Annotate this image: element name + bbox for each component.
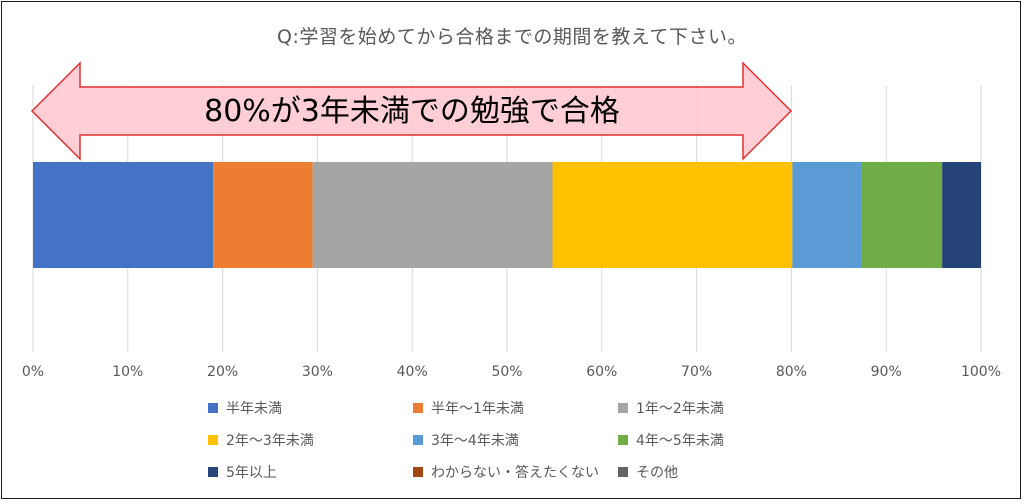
bar-segment	[942, 162, 981, 268]
legend-label: 3年〜4年未満	[431, 433, 519, 449]
legend-swatch	[618, 403, 628, 413]
x-tick-label: 90%	[871, 364, 902, 380]
legend-item: 4年〜5年未満	[618, 430, 724, 450]
bar-segment	[792, 162, 862, 268]
legend-swatch	[618, 435, 628, 445]
x-tick-label: 40%	[397, 364, 428, 380]
x-tick-label: 10%	[112, 364, 143, 380]
legend-swatch	[208, 467, 218, 477]
chart-title: Q:学習を始めてから合格までの期間を教えて下さい。	[277, 26, 747, 48]
legend-item: 半年未満	[208, 398, 282, 418]
x-tick-label: 20%	[207, 364, 238, 380]
x-tick-label: 50%	[491, 364, 522, 380]
bar-segment	[552, 162, 793, 268]
legend-label: 1年〜2年未満	[636, 401, 724, 417]
legend-label: 5年以上	[226, 465, 277, 481]
double-arrow-shape	[30, 61, 793, 161]
legend-item: 半年〜1年未満	[413, 398, 524, 418]
bar-segment	[861, 162, 943, 268]
legend-swatch	[208, 435, 218, 445]
legend-item: 1年〜2年未満	[618, 398, 724, 418]
x-axis-ticks: 0% 10% 20% 30% 40% 50% 60% 70% 80% 90% 100%	[22, 364, 1001, 380]
legend-item: 3年〜4年未満	[413, 430, 519, 450]
legend-swatch	[208, 403, 218, 413]
legend-label: その他	[636, 465, 678, 481]
legend-item: 5年以上	[208, 462, 277, 482]
legend-label: 2年〜3年未満	[226, 433, 314, 449]
x-tick-label: 80%	[776, 364, 807, 380]
legend-item: 2年〜3年未満	[208, 430, 314, 450]
annotation-arrow: 80%が3年未満での勉強で合格	[30, 61, 793, 161]
bar-segment	[213, 162, 313, 268]
annotation-text: 80%が3年未満での勉強で合格	[204, 94, 620, 129]
x-tick-label: 30%	[302, 364, 333, 380]
legend-label: 半年未満	[226, 401, 282, 417]
legend-item: わからない・答えたくない	[413, 462, 599, 482]
x-tick-label: 100%	[961, 364, 1001, 380]
x-tick-label: 0%	[22, 364, 44, 380]
x-tick-label: 70%	[681, 364, 712, 380]
bar-segment	[312, 162, 553, 268]
legend-label: 半年〜1年未満	[431, 401, 524, 417]
bar-segment	[33, 162, 214, 268]
x-tick-label: 60%	[586, 364, 617, 380]
legend-label: わからない・答えたくない	[431, 465, 599, 481]
legend-swatch	[413, 435, 423, 445]
legend-swatch	[413, 467, 423, 477]
legend-swatch	[413, 403, 423, 413]
legend-item: その他	[618, 462, 678, 482]
legend-swatch	[618, 467, 628, 477]
stacked-bar	[33, 162, 981, 268]
legend-label: 4年〜5年未満	[636, 433, 724, 449]
